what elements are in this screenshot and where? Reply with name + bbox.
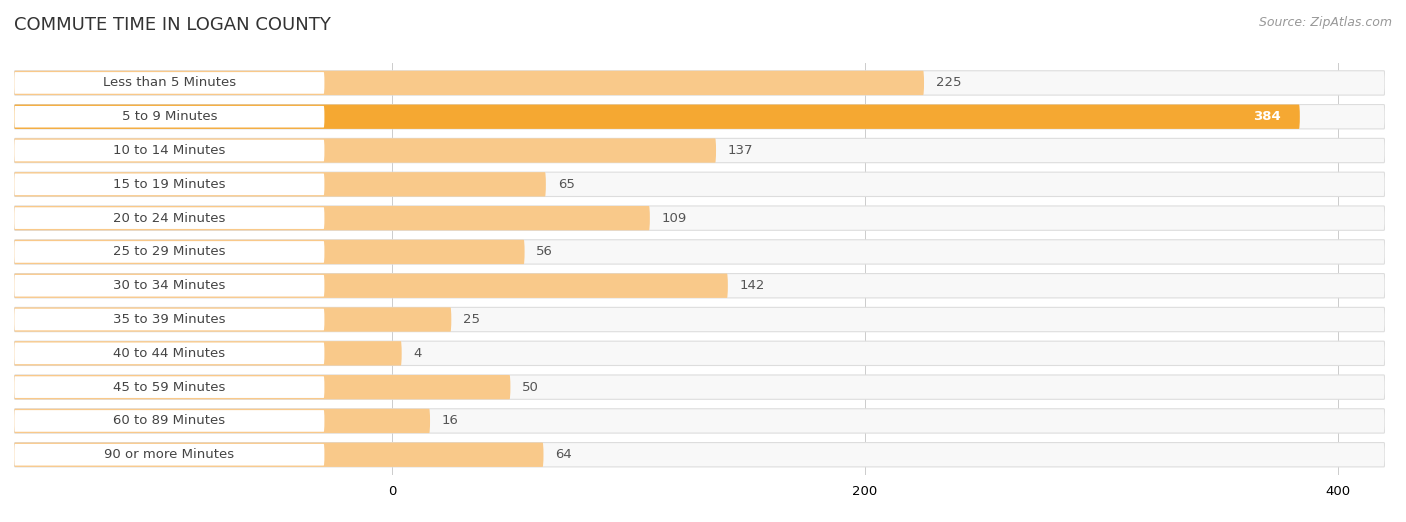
Text: 225: 225 [936, 76, 962, 89]
Text: 15 to 19 Minutes: 15 to 19 Minutes [112, 178, 225, 191]
Text: 56: 56 [537, 245, 554, 258]
FancyBboxPatch shape [14, 206, 650, 230]
Text: 142: 142 [740, 279, 765, 292]
Text: 20 to 24 Minutes: 20 to 24 Minutes [112, 211, 225, 224]
FancyBboxPatch shape [14, 342, 325, 364]
Text: Source: ZipAtlas.com: Source: ZipAtlas.com [1258, 16, 1392, 29]
Text: 384: 384 [1253, 110, 1281, 123]
Text: 25: 25 [463, 313, 479, 326]
FancyBboxPatch shape [14, 375, 510, 399]
FancyBboxPatch shape [14, 307, 451, 331]
Text: 109: 109 [662, 211, 688, 224]
FancyBboxPatch shape [14, 274, 728, 298]
FancyBboxPatch shape [14, 106, 325, 127]
FancyBboxPatch shape [14, 140, 325, 161]
FancyBboxPatch shape [14, 240, 1385, 264]
Text: 25 to 29 Minutes: 25 to 29 Minutes [112, 245, 225, 258]
FancyBboxPatch shape [14, 138, 1385, 163]
Text: Less than 5 Minutes: Less than 5 Minutes [103, 76, 236, 89]
Text: 65: 65 [558, 178, 575, 191]
FancyBboxPatch shape [14, 409, 430, 433]
Text: 45 to 59 Minutes: 45 to 59 Minutes [112, 381, 225, 394]
FancyBboxPatch shape [14, 444, 325, 466]
FancyBboxPatch shape [14, 240, 524, 264]
FancyBboxPatch shape [14, 172, 546, 196]
FancyBboxPatch shape [14, 376, 325, 398]
FancyBboxPatch shape [14, 172, 1385, 196]
Text: 35 to 39 Minutes: 35 to 39 Minutes [112, 313, 225, 326]
Text: 90 or more Minutes: 90 or more Minutes [104, 448, 235, 461]
Text: 50: 50 [522, 381, 538, 394]
FancyBboxPatch shape [14, 409, 1385, 433]
FancyBboxPatch shape [14, 410, 325, 432]
FancyBboxPatch shape [14, 341, 402, 365]
FancyBboxPatch shape [14, 309, 325, 330]
Text: 60 to 89 Minutes: 60 to 89 Minutes [114, 414, 225, 428]
FancyBboxPatch shape [14, 71, 1385, 95]
FancyBboxPatch shape [14, 206, 1385, 230]
Text: 137: 137 [728, 144, 754, 157]
FancyBboxPatch shape [14, 341, 1385, 365]
FancyBboxPatch shape [14, 72, 325, 94]
FancyBboxPatch shape [14, 241, 325, 263]
FancyBboxPatch shape [14, 71, 924, 95]
FancyBboxPatch shape [14, 375, 1385, 399]
FancyBboxPatch shape [14, 207, 325, 229]
Text: 10 to 14 Minutes: 10 to 14 Minutes [112, 144, 225, 157]
Text: COMMUTE TIME IN LOGAN COUNTY: COMMUTE TIME IN LOGAN COUNTY [14, 16, 330, 33]
FancyBboxPatch shape [14, 275, 325, 296]
FancyBboxPatch shape [14, 274, 1385, 298]
Text: 30 to 34 Minutes: 30 to 34 Minutes [112, 279, 225, 292]
Text: 4: 4 [413, 347, 422, 360]
Text: 16: 16 [441, 414, 458, 428]
FancyBboxPatch shape [14, 443, 1385, 467]
FancyBboxPatch shape [14, 307, 1385, 331]
Text: 40 to 44 Minutes: 40 to 44 Minutes [114, 347, 225, 360]
FancyBboxPatch shape [14, 104, 1299, 129]
Text: 5 to 9 Minutes: 5 to 9 Minutes [121, 110, 217, 123]
FancyBboxPatch shape [14, 138, 716, 163]
FancyBboxPatch shape [14, 173, 325, 195]
Text: 64: 64 [555, 448, 572, 461]
FancyBboxPatch shape [14, 443, 544, 467]
FancyBboxPatch shape [14, 104, 1385, 129]
